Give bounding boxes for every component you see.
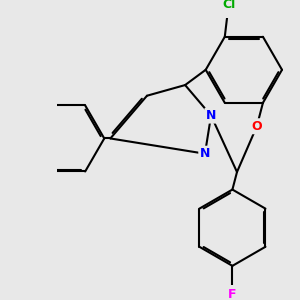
Text: N: N <box>206 109 216 122</box>
Text: O: O <box>251 120 262 133</box>
Text: F: F <box>228 288 237 300</box>
Text: Cl: Cl <box>222 0 235 11</box>
Text: N: N <box>200 147 210 160</box>
